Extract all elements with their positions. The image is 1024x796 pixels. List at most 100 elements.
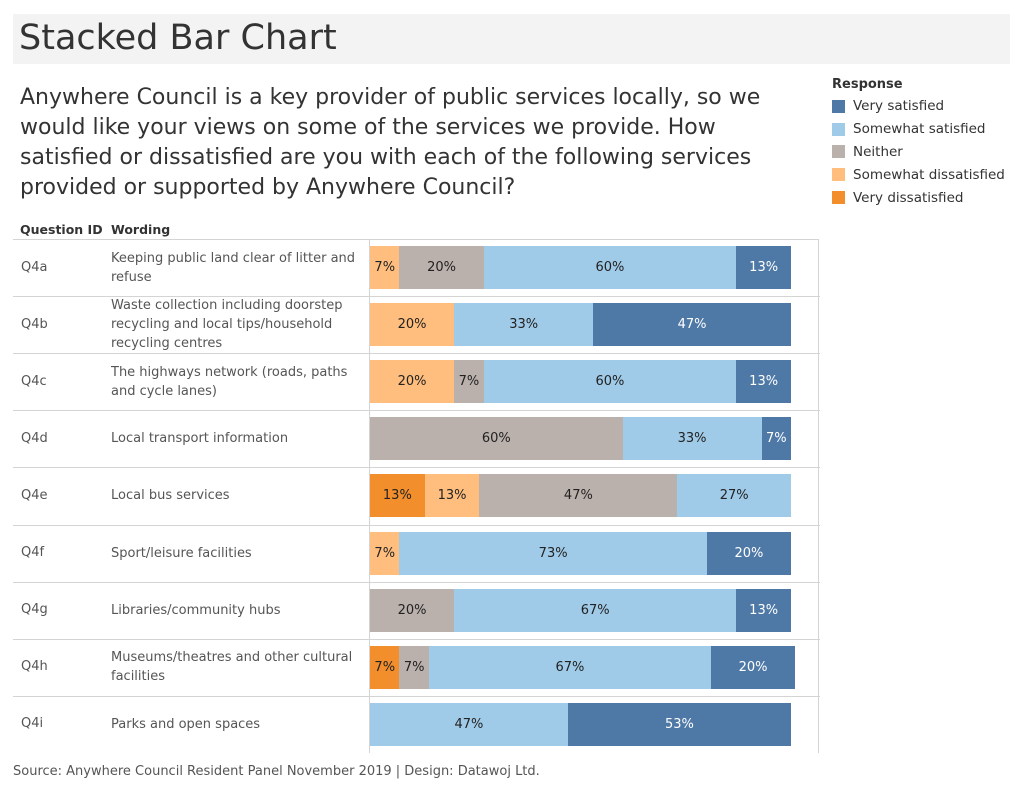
bar-value-label: 13% [749,260,779,276]
bar-segment[interactable]: 47% [479,474,678,518]
bar-value-label: 20% [734,545,764,561]
bar-segment[interactable]: 60% [483,360,737,404]
bar-value-label: 7% [374,260,396,276]
bar-segment[interactable]: 20% [711,645,796,689]
bar-segment[interactable]: 47% [593,303,791,347]
bar-segment[interactable]: 60% [483,246,737,290]
bar-value-label: 7% [458,374,480,390]
bar-segment[interactable]: 13% [736,360,791,404]
bar-segment[interactable]: 27% [677,474,791,518]
bar-value-label: 13% [382,488,412,504]
bar-value-label: 60% [595,374,625,390]
bar-value-label: 67% [580,602,610,618]
bar-value-label: 20% [397,602,427,618]
question-id: Q4f [21,545,45,561]
question-wording: Museums/theatres and other cultural faci… [111,650,353,685]
row-divider [13,467,369,469]
bar-segment[interactable]: 73% [399,531,707,575]
bar-value-label: 7% [403,659,425,675]
bar-segment[interactable]: 13% [370,474,425,518]
legend-label: Somewhat satisfied [853,121,986,138]
plot-area: 7% 20% 60% 13% 20% 33% 47% 20% 7% 60% 13% 60% 33% 7% 1… [369,239,820,753]
bar-value-label: 20% [427,260,457,276]
question-wording: Local transport information [111,431,289,447]
bar-segment[interactable]: 13% [424,474,480,518]
bar-value-label: 7% [374,659,396,675]
question-id: Q4d [21,430,48,446]
row-divider [13,638,369,640]
legend-title: Response [832,77,903,92]
bar-segment[interactable]: 7% [399,645,429,689]
row-divider [13,581,369,583]
row-divider [13,695,369,697]
row-divider [13,353,369,355]
bar-segment[interactable]: 13% [736,588,791,632]
bar-value-label: 20% [397,374,427,390]
bar-segment[interactable]: 47% [370,702,568,746]
legend-label: Neither [853,143,903,160]
bar-value-label: 13% [749,602,779,618]
legend: Response Very satisfied Somewhat satisfi… [832,77,1005,209]
bar-value-label: 20% [397,317,427,333]
bar-segment[interactable]: 13% [736,246,791,290]
legend-swatch [832,168,845,182]
bar-value-label: 33% [677,431,707,447]
question-id: Q4h [21,659,48,675]
bar-value-label: 47% [454,716,484,732]
question-wording: Parks and open spaces [111,716,261,732]
plot-row-divider [370,581,820,583]
plot-row-divider [370,296,820,298]
legend-item-very-dissatisfied[interactable]: Very dissatisfied [832,186,1005,209]
question-wording: Waste collection including doorstep recy… [111,298,343,352]
bar-value-label: 60% [595,260,625,276]
legend-label: Somewhat dissatisfied [853,166,1005,183]
legend-item-neither[interactable]: Neither [832,141,1005,164]
bar-value-label: 67% [555,659,585,675]
bar-segment[interactable]: 7% [370,531,400,575]
plot-row-divider [370,467,820,469]
bar-value-label: 13% [437,488,467,504]
bar-value-label: 47% [677,317,707,333]
bar-segment[interactable]: 53% [567,702,791,746]
bar-segment[interactable]: 7% [761,417,791,461]
legend-item-very-satisfied[interactable]: Very satisfied [832,95,1005,118]
legend-swatch [832,145,845,159]
question-wording: Keeping public land clear of litter and … [111,250,356,285]
question-id: Q4e [21,487,48,503]
question-id: Q4i [21,716,44,732]
bar-segment[interactable]: 67% [454,588,737,632]
bar-segment[interactable]: 33% [454,303,594,347]
bar-segment[interactable]: 7% [454,360,484,404]
row-divider [13,239,819,240]
legend-item-somewhat-dissatisfied[interactable]: Somewhat dissatisfied [832,163,1005,186]
plot-row-divider [370,353,820,355]
legend-swatch [832,122,845,136]
column-header-wording: Wording [111,222,171,237]
legend-swatch [832,99,845,113]
plot-row-divider [370,410,820,412]
bar-segment[interactable]: 33% [622,417,762,461]
bar-segment[interactable]: 20% [370,588,455,632]
question-id: Q4a [21,259,48,275]
title-bar: Stacked Bar Chart [13,14,1010,64]
bar-value-label: 7% [765,431,787,447]
bar-segment[interactable]: 7% [370,645,400,689]
bar-segment[interactable]: 7% [370,246,400,290]
row-divider [13,296,369,298]
bar-segment[interactable]: 60% [370,417,623,461]
question-wording: Sport/leisure facilities [111,545,252,561]
plot-row-divider [370,638,820,640]
plot-row-divider [370,695,820,697]
legend-swatch [832,191,845,205]
legend-item-somewhat-satisfied[interactable]: Somewhat satisfied [832,118,1005,141]
bar-value-label: 73% [538,545,568,561]
bar-segment[interactable]: 20% [370,303,455,347]
bar-segment[interactable]: 67% [428,645,711,689]
chart-area: 7% 20% 60% 13% 20% 33% 47% 20% 7% 60% 13% 60% 33% 7% 1… [13,239,820,753]
question-text: Anywhere Council is a key provider of pu… [20,85,761,200]
chart-title: Stacked Bar Chart [19,18,337,58]
bar-segment[interactable]: 20% [399,246,484,290]
question-id: Q4c [21,373,47,389]
bar-segment[interactable]: 20% [370,360,455,404]
bar-segment[interactable]: 20% [706,531,791,575]
